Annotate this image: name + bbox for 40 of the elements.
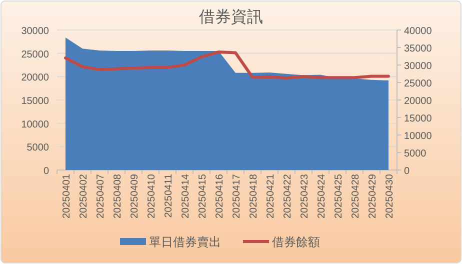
x-tick-label: 20250421	[266, 174, 276, 218]
x-tick-label: 20250410	[146, 174, 158, 218]
y2-tick-label: 40000	[404, 26, 432, 37]
x-tick-label: 20250408	[112, 174, 124, 218]
x-tick-label: 20250409	[130, 174, 140, 218]
x-tick-label: 20250423	[300, 174, 310, 218]
x-tick-label: 20250415	[198, 174, 208, 218]
y2-tick-label: 15000	[404, 114, 432, 124]
x-tick-label: 20250430	[384, 174, 396, 218]
x-tick-label: 20250424	[316, 174, 328, 218]
y-tick-label: 5000	[26, 142, 50, 154]
y2-tick-label: 10000	[404, 131, 432, 142]
x-tick-label: 20250425	[334, 174, 344, 218]
legend-label: 單日借券賣出	[149, 235, 221, 249]
x-tick-label: 20250407	[96, 174, 106, 218]
y2-tick-label: 5000	[404, 148, 427, 160]
y-tick-label: 25000	[21, 49, 50, 60]
y-tick-label: 20000	[21, 72, 50, 84]
x-tick-label: 20250414	[180, 174, 192, 218]
y2-tick-label: 30000	[404, 61, 432, 72]
y-tick-label: 0	[43, 166, 50, 177]
x-tick-label: 20250428	[350, 174, 362, 218]
x-tick-label: 20250429	[368, 174, 378, 218]
y2-tick-label: 20000	[404, 96, 432, 107]
x-tick-label: 20250417	[232, 174, 242, 218]
x-tick-label: 20250411	[164, 174, 174, 218]
chart-title: 借券資訊	[199, 8, 263, 26]
y-tick-label: 10000	[21, 119, 50, 130]
y2-tick-label: 35000	[404, 44, 432, 54]
x-tick-label: 20250416	[214, 174, 226, 218]
y2-tick-label: 0	[404, 166, 410, 177]
x-tick-label: 20250418	[248, 174, 260, 218]
line-series	[64, 50, 390, 80]
legend-label: 借券餘額	[272, 235, 320, 249]
x-tick-label: 20250422	[282, 174, 294, 218]
y2-tick-label: 25000	[404, 78, 432, 90]
x-tick-label: 20250402	[78, 174, 90, 218]
y-tick-label: 15000	[21, 96, 50, 107]
y-tick-label: 30000	[21, 26, 50, 37]
x-tick-label: 20250401	[62, 174, 72, 218]
